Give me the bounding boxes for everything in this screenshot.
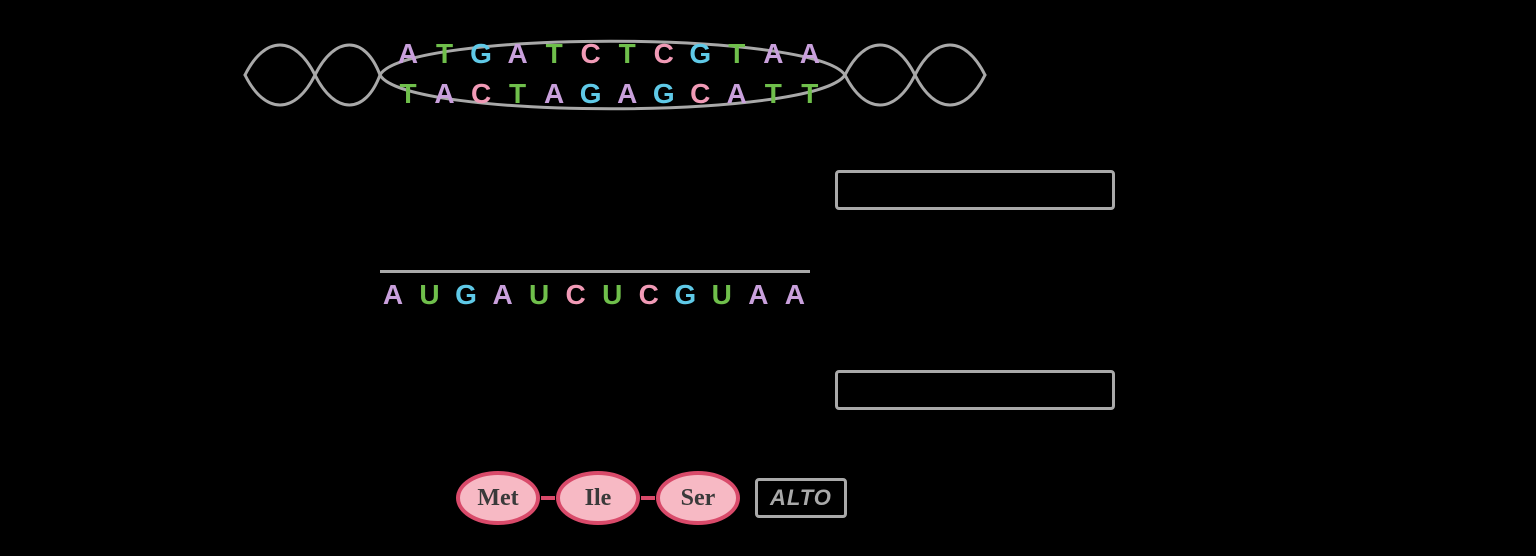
nucleotide-U: U xyxy=(709,279,737,311)
nucleotide-U: U xyxy=(526,279,554,311)
nucleotide-C: C xyxy=(636,279,664,311)
nucleotide-G: G xyxy=(651,78,679,110)
nucleotide-A: A xyxy=(760,38,788,70)
nucleotide-T: T xyxy=(395,78,423,110)
transcription-label-box xyxy=(835,170,1115,210)
mrna-sequence: AUGAUCUCGUAA xyxy=(380,279,810,311)
translation-label-box xyxy=(835,370,1115,410)
diagram-canvas: ATGATCTCGTAA TACTAGAGCATT AUGAUCUCGUAA M… xyxy=(0,0,1536,556)
amino-acid-met: Met xyxy=(455,470,541,526)
dna-top-strand: ATGATCTCGTAA xyxy=(395,38,825,70)
nucleotide-A: A xyxy=(395,38,423,70)
nucleotide-U: U xyxy=(417,279,445,311)
dna-bottom-strand: TACTAGAGCATT xyxy=(395,78,825,110)
mrna-backbone-line xyxy=(380,270,810,273)
nucleotide-T: T xyxy=(432,38,460,70)
nucleotide-T: T xyxy=(724,38,752,70)
amino-acid-ile: Ile xyxy=(555,470,641,526)
nucleotide-A: A xyxy=(380,279,408,311)
nucleotide-U: U xyxy=(599,279,627,311)
peptide-bond xyxy=(541,496,555,500)
nucleotide-G: G xyxy=(672,279,700,311)
nucleotide-A: A xyxy=(432,78,460,110)
dna-helix-outline xyxy=(240,20,1000,130)
nucleotide-C: C xyxy=(578,38,606,70)
nucleotide-A: A xyxy=(541,78,569,110)
nucleotide-A: A xyxy=(797,38,825,70)
nucleotide-A: A xyxy=(745,279,773,311)
nucleotide-G: G xyxy=(468,38,496,70)
nucleotide-G: G xyxy=(578,78,606,110)
nucleotide-C: C xyxy=(687,78,715,110)
nucleotide-T: T xyxy=(541,38,569,70)
stop-codon-label: ALTO xyxy=(755,478,847,518)
nucleotide-G: G xyxy=(687,38,715,70)
nucleotide-T: T xyxy=(760,78,788,110)
nucleotide-T: T xyxy=(614,38,642,70)
amino-acid-ser: Ser xyxy=(655,470,741,526)
nucleotide-G: G xyxy=(453,279,481,311)
nucleotide-C: C xyxy=(651,38,679,70)
nucleotide-A: A xyxy=(614,78,642,110)
nucleotide-T: T xyxy=(797,78,825,110)
mrna-strand: AUGAUCUCGUAA xyxy=(380,270,810,311)
amino-acid-chain: MetIleSer ALTO xyxy=(455,470,847,526)
dna-double-helix: ATGATCTCGTAA TACTAGAGCATT xyxy=(240,20,1000,130)
nucleotide-A: A xyxy=(490,279,518,311)
nucleotide-C: C xyxy=(468,78,496,110)
peptide-bond xyxy=(641,496,655,500)
nucleotide-A: A xyxy=(782,279,810,311)
nucleotide-C: C xyxy=(563,279,591,311)
nucleotide-T: T xyxy=(505,78,533,110)
nucleotide-A: A xyxy=(724,78,752,110)
nucleotide-A: A xyxy=(505,38,533,70)
